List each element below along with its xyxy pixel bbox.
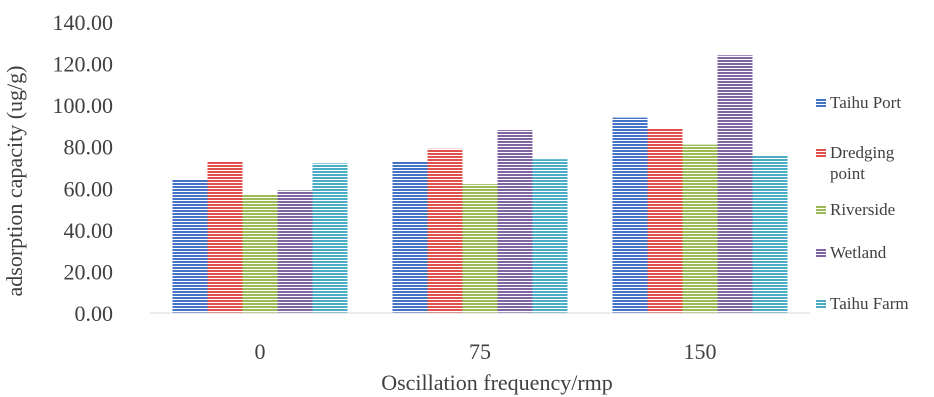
bar-taihu-farm-150 (752, 155, 788, 313)
legend-item: Dredging point (816, 142, 926, 184)
x-axis-ticks: 0 75 150 (255, 339, 717, 364)
legend-item: Taihu Port (816, 92, 926, 113)
bars (172, 55, 788, 313)
bar-taihu-port-0 (172, 179, 208, 313)
y-tick-label: 60.00 (64, 176, 114, 201)
y-axis-label: adsorption capacity (ug/g) (2, 66, 27, 297)
bar-riverside-150 (682, 144, 718, 313)
x-tick-label: 0 (255, 339, 266, 364)
y-tick-label: 120.00 (53, 52, 114, 77)
legend-item: Taihu Farm (816, 293, 926, 314)
y-tick-label: 0.00 (75, 301, 114, 326)
legend-swatch (816, 249, 826, 257)
legend-label: Wetland (830, 243, 887, 262)
y-tick-label: 100.00 (53, 93, 114, 118)
bar-wetland-75 (497, 130, 533, 313)
bar-taihu-farm-0 (312, 163, 348, 313)
y-tick-label: 80.00 (64, 135, 114, 160)
legend-label: Taihu Port (830, 93, 902, 112)
legend-label: Dredging point (830, 143, 895, 183)
legend-swatch (816, 300, 826, 308)
bar-wetland-0 (277, 190, 313, 313)
bar-riverside-75 (462, 184, 498, 313)
bar-taihu-port-150 (612, 117, 648, 313)
x-tick-label: 150 (684, 339, 717, 364)
legend-swatch (816, 149, 826, 157)
y-axis-ticks: 0.00 20.00 40.00 60.00 80.00 100.00 120.00 140.… (53, 10, 114, 326)
legend-label: Riverside (830, 200, 896, 219)
y-tick-label: 40.00 (64, 218, 114, 243)
legend-swatch (816, 206, 826, 214)
bar-dredging-point-150 (647, 128, 683, 313)
bar-dredging-point-0 (207, 161, 243, 313)
y-tick-label: 140.00 (53, 10, 114, 35)
legend-label: Taihu Farm (830, 294, 909, 313)
bar-taihu-port-75 (392, 161, 428, 313)
bar-dredging-point-75 (427, 148, 463, 313)
bar-taihu-farm-75 (532, 159, 568, 313)
x-tick-label: 75 (469, 339, 491, 364)
y-tick-label: 20.00 (64, 259, 114, 284)
bar-riverside-0 (242, 194, 278, 313)
bar-wetland-150 (717, 55, 753, 313)
legend-swatch (816, 99, 826, 107)
legend-item: Wetland (816, 242, 926, 263)
legend-item: Riverside (816, 199, 926, 220)
x-axis-label: Oscillation frequency/rmp (381, 370, 613, 395)
